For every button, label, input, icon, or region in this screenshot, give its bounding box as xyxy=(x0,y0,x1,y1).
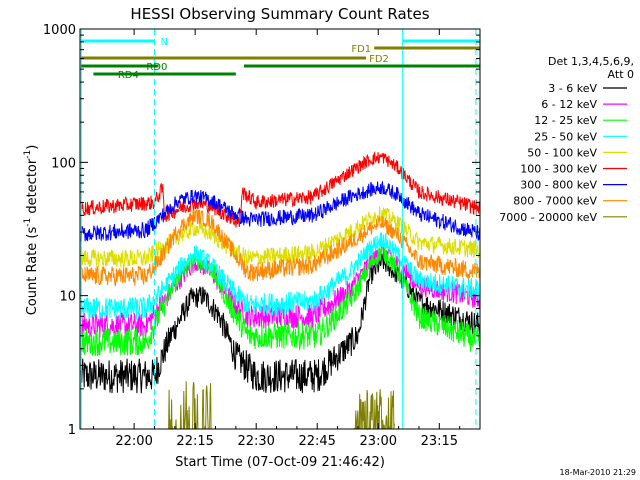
y-axis-label: Count Rate (s-1 detector-1) xyxy=(23,145,40,316)
x-axis: 22:00 22:15 22:30 22:45 23:00 23:15 xyxy=(92,29,461,449)
x-tick-label: 22:45 xyxy=(298,434,335,449)
legend-label: 3 - 6 keV xyxy=(548,82,597,95)
series-burst-8-1 xyxy=(353,389,395,431)
series-layer xyxy=(80,150,481,431)
y-axis: 1 10 100 1000 xyxy=(43,23,480,438)
x-tick-label: 23:15 xyxy=(421,434,458,449)
legend-title-line1: Det 1,3,4,5,6,9, xyxy=(548,55,634,68)
legend: Det 1,3,4,5,6,9, Att 0 3 - 6 keV 6 - 12 k… xyxy=(499,55,634,224)
x-tick-label: 22:15 xyxy=(176,434,213,449)
x-tick-label: 22:00 xyxy=(115,434,152,449)
series-line-2 xyxy=(80,244,481,357)
series-line-5 xyxy=(80,150,481,228)
y-tick-label: 100 xyxy=(51,156,76,171)
x-axis-label: Start Time (07-Oct-09 21:46:42) xyxy=(175,455,385,470)
y-axis-label-mid: detector xyxy=(25,158,40,218)
legend-label: 12 - 25 keV xyxy=(534,114,597,127)
legend-label: 50 - 100 keV xyxy=(527,146,597,159)
legend-title-line2: Att 0 xyxy=(608,68,634,81)
y-axis-label-base: Count Rate (s xyxy=(25,227,40,316)
x-tick-label: 23:00 xyxy=(360,434,397,449)
series-line-1 xyxy=(80,243,481,340)
legend-label: 7000 - 20000 keV xyxy=(499,211,597,224)
series-line-6 xyxy=(80,180,481,242)
flag-label: RD4 xyxy=(118,70,139,81)
plot-frame xyxy=(79,28,481,430)
flag-label: FD2 xyxy=(369,54,389,65)
flag-label: N xyxy=(160,37,167,48)
y-axis-label-end: ) xyxy=(25,145,40,150)
legend-label: 6 - 12 keV xyxy=(541,98,597,111)
series-line-4 xyxy=(80,206,481,268)
legend-label: 300 - 800 keV xyxy=(520,179,597,192)
y-tick-label: 10 xyxy=(59,290,76,305)
y-tick-label: 1 xyxy=(68,423,76,438)
x-tick-label: 22:30 xyxy=(237,434,274,449)
series-line-7 xyxy=(80,209,481,287)
flag-label: RD0 xyxy=(146,62,167,73)
y-axis-label-exp2: -1 xyxy=(23,150,33,159)
footer-timestamp: 18-Mar-2010 21:29 xyxy=(560,468,637,477)
legend-label: 800 - 7000 keV xyxy=(513,195,597,208)
series-burst-8-0 xyxy=(166,381,212,430)
chart-title: HESSI Observing Summary Count Rates xyxy=(130,5,429,23)
legend-label: 25 - 50 keV xyxy=(534,130,597,143)
y-axis-label-exp1: -1 xyxy=(23,218,33,227)
flag-label: FD1 xyxy=(351,44,371,55)
y-tick-label: 1000 xyxy=(43,23,76,38)
legend-label: 100 - 300 keV xyxy=(520,163,597,176)
series-line-3 xyxy=(80,232,481,320)
